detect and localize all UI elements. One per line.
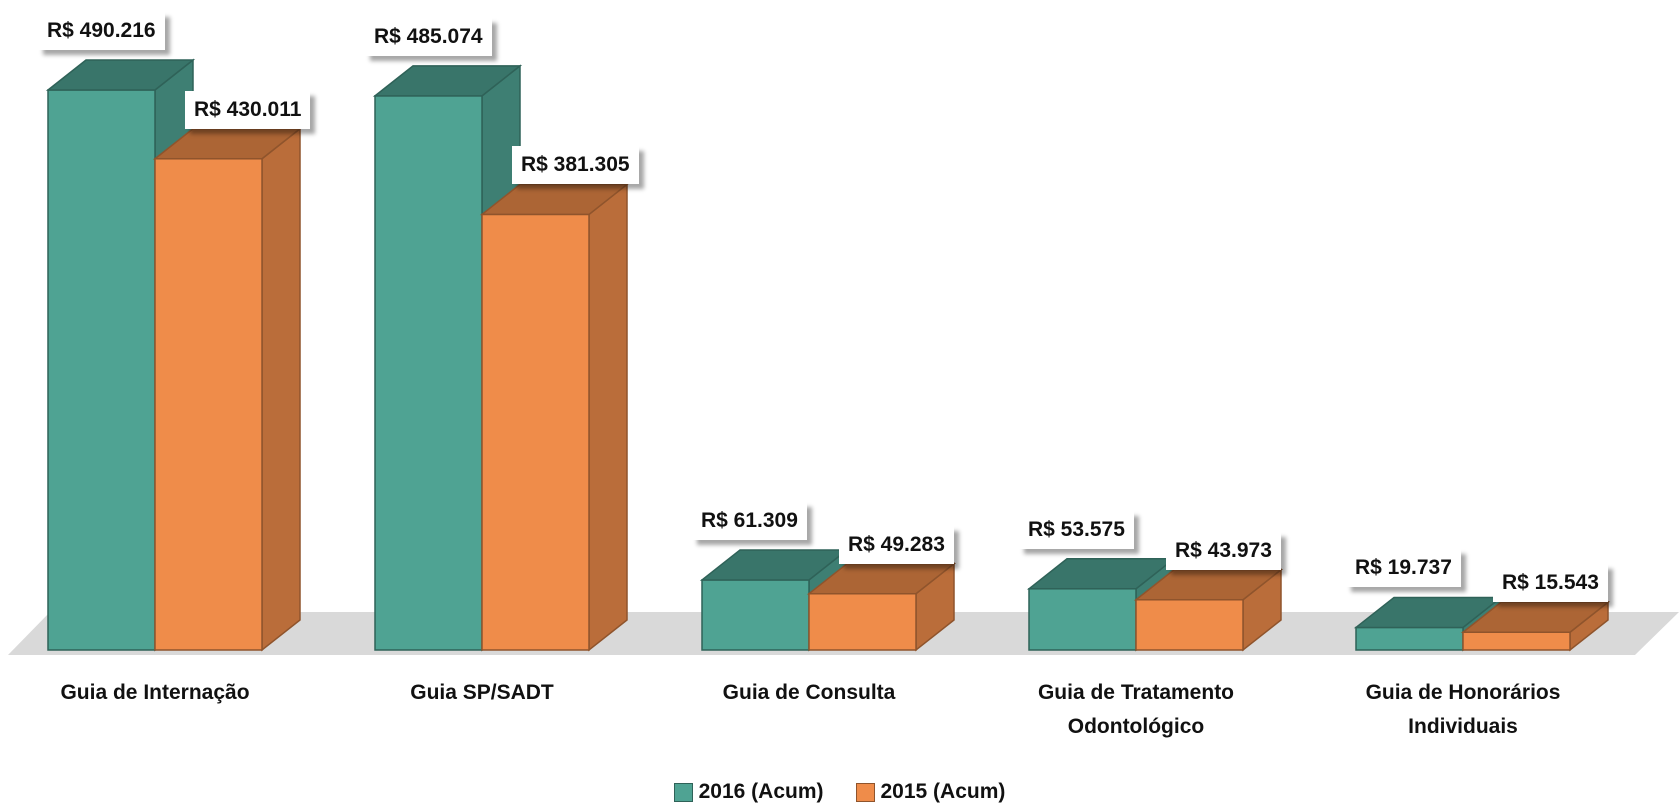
bar-front [481,213,590,651]
bar-front [701,579,810,651]
x-tick-label: Guia de Internação [60,681,250,704]
legend-label: 2016 (Acum) [698,780,824,803]
bar-front [808,592,917,651]
bar-front [154,158,263,651]
data-label: R$ 19.737 [1346,549,1461,588]
bar-side [261,127,301,652]
legend-item: 2015 (Acum) [855,780,1006,804]
bar-top [1460,601,1611,633]
bar-front [1355,626,1464,651]
data-label: R$ 43.973 [1166,531,1281,570]
bar [152,127,303,652]
legend-item: 2016 (Acum) [673,780,824,804]
x-tick-label: Guia de Consulta [722,681,896,704]
data-label: R$ 53.575 [1019,510,1134,549]
bar [1460,600,1611,652]
bar-side [588,182,628,652]
bar-top [479,183,630,216]
bar-top [152,128,303,160]
bar-top [806,562,957,595]
bar-front [47,89,156,651]
bar-front [1028,588,1137,651]
data-label: R$ 381.305 [512,146,639,185]
data-label: R$ 49.283 [839,525,954,564]
legend: 2016 (Acum) 2015 (Acum) [0,780,1679,804]
bar-top [1133,569,1284,601]
bar-front [1135,599,1244,651]
x-tick-label: Guia SP/SADT [410,681,554,704]
bar [1133,568,1284,652]
bar-top [372,65,523,97]
legend-swatch [855,782,875,802]
bar-top [45,59,196,91]
x-tick-label: Guia de Tratamento Odontológico [1037,681,1235,738]
legend-label: 2015 (Acum) [880,780,1006,803]
x-tick-label: Guia de Honorários Individuais [1365,681,1561,738]
data-label: R$ 485.074 [365,17,492,56]
data-label: R$ 61.309 [692,501,807,540]
bar-front [1462,631,1571,651]
bar-front [374,95,483,651]
bar [479,182,630,652]
data-label: R$ 15.543 [1493,564,1608,603]
data-label: R$ 490.216 [38,12,165,50]
bar [806,562,957,652]
legend-swatch [673,782,693,802]
data-label: R$ 430.011 [185,90,311,129]
